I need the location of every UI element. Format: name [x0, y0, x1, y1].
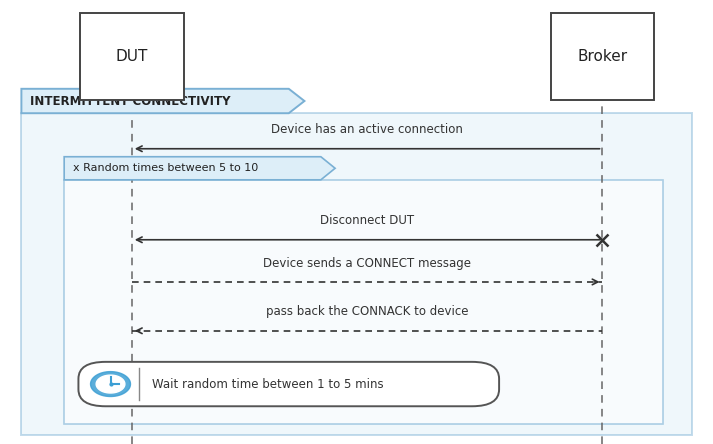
FancyBboxPatch shape	[21, 113, 692, 435]
FancyBboxPatch shape	[64, 180, 663, 424]
FancyBboxPatch shape	[80, 13, 184, 100]
Text: Broker: Broker	[578, 49, 627, 64]
Text: Disconnect DUT: Disconnect DUT	[320, 214, 414, 227]
Text: pass back the CONNACK to device: pass back the CONNACK to device	[266, 305, 468, 318]
Polygon shape	[91, 372, 130, 396]
Text: Device has an active connection: Device has an active connection	[271, 123, 463, 136]
Polygon shape	[96, 375, 125, 393]
Text: INTERMITTENT CONNECTIVITY: INTERMITTENT CONNECTIVITY	[30, 95, 230, 107]
FancyBboxPatch shape	[78, 362, 499, 406]
Text: Device sends a CONNECT message: Device sends a CONNECT message	[263, 257, 471, 270]
Polygon shape	[64, 157, 335, 180]
Polygon shape	[21, 89, 304, 113]
FancyBboxPatch shape	[550, 13, 655, 100]
Text: DUT: DUT	[116, 49, 148, 64]
Text: Wait random time between 1 to 5 mins: Wait random time between 1 to 5 mins	[152, 377, 384, 391]
Text: x Random times between 5 to 10: x Random times between 5 to 10	[73, 163, 258, 173]
